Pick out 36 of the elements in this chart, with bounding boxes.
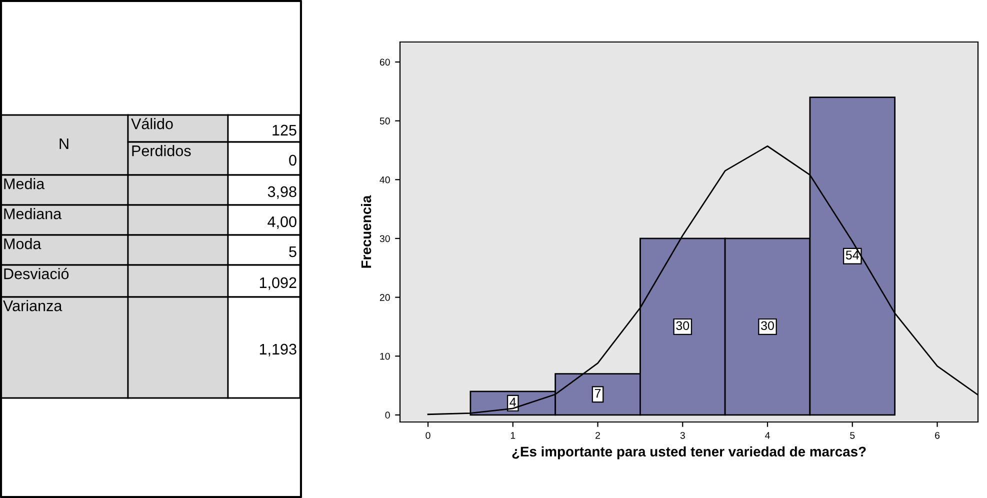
- y-tick-label: 50: [380, 118, 390, 124]
- x-tick-label: 5: [850, 432, 855, 439]
- x-tick-label: 6: [935, 432, 940, 439]
- data-label: 7: [594, 388, 601, 398]
- text: 3,98: [268, 186, 296, 199]
- text: Varianza: [3, 300, 62, 312]
- text: 125: [272, 124, 296, 136]
- text: 5: [289, 246, 296, 258]
- y-tick-label: 30: [380, 235, 390, 242]
- x-tick-label: 3: [680, 432, 685, 439]
- data-label: 30: [761, 321, 774, 330]
- text: 0: [289, 154, 296, 166]
- text: Perdidos: [132, 145, 191, 156]
- y-tick-label: 0: [385, 412, 390, 419]
- x-tick-label: 1: [510, 432, 516, 439]
- data-label: 4: [510, 398, 516, 406]
- x-tick-label: 4: [765, 432, 770, 439]
- x-tick-label: 2: [596, 432, 600, 439]
- y-tick-label: 40: [380, 176, 390, 184]
- text: Desviació: [4, 268, 69, 280]
- y-axis-title: Frecuencia: [360, 195, 372, 268]
- text: Válido: [131, 118, 173, 130]
- y-tick-label: 10: [380, 352, 390, 360]
- y-tick-label: 20: [380, 294, 390, 301]
- x-tick-label: 0: [426, 432, 430, 439]
- x-axis-title: ¿Es importante para usted tener variedad de marcas?: [512, 446, 866, 460]
- text: Media: [4, 178, 45, 190]
- text: 4,00: [268, 216, 296, 229]
- data-label: 54: [846, 250, 859, 260]
- text: N: [60, 138, 68, 149]
- text: Mediana: [4, 208, 62, 220]
- y-tick-label: 60: [380, 58, 390, 66]
- text: Moda: [4, 238, 42, 250]
- text: 1,193: [260, 344, 296, 356]
- data-label: 30: [676, 321, 690, 330]
- text: 1,092: [260, 277, 296, 290]
